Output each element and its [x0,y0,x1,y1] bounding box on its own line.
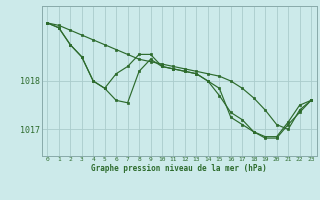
X-axis label: Graphe pression niveau de la mer (hPa): Graphe pression niveau de la mer (hPa) [91,164,267,173]
